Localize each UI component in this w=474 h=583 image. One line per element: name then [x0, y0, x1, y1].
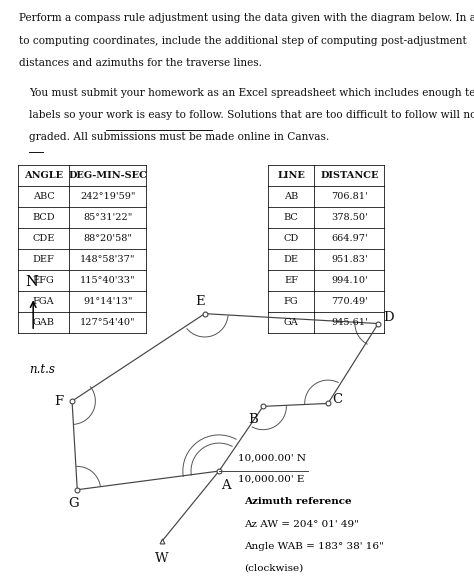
Text: Angle WAB = 183° 38' 16": Angle WAB = 183° 38' 16" [244, 542, 384, 551]
Text: E: E [195, 296, 205, 308]
Text: Perform a compass rule adjustment using the data given with the diagram below. I: Perform a compass rule adjustment using … [19, 13, 474, 23]
Text: FG: FG [284, 297, 298, 306]
Text: 127°54'40": 127°54'40" [80, 318, 136, 327]
Text: Az AW = 204° 01' 49": Az AW = 204° 01' 49" [244, 520, 359, 529]
Text: 148°58'37": 148°58'37" [80, 255, 136, 264]
Text: W: W [155, 552, 169, 565]
Text: 242°19'59": 242°19'59" [80, 192, 136, 201]
Text: EFG: EFG [33, 276, 55, 285]
Text: ANGLE: ANGLE [24, 171, 63, 180]
Text: ABC: ABC [33, 192, 55, 201]
Text: graded. All submissions must be made online in Canvas.: graded. All submissions must be made onl… [29, 132, 329, 142]
Text: 10,000.00' N: 10,000.00' N [238, 454, 306, 463]
Text: 770.49': 770.49' [331, 297, 368, 306]
Text: 664.97': 664.97' [331, 234, 368, 243]
Text: F: F [54, 395, 64, 408]
Text: 994.10': 994.10' [331, 276, 368, 285]
Text: 10,000.00' E: 10,000.00' E [238, 475, 304, 484]
Text: CD: CD [283, 234, 299, 243]
Text: 85°31'22": 85°31'22" [83, 213, 133, 222]
Text: D: D [383, 311, 394, 324]
Text: C: C [332, 394, 343, 406]
Text: labels so your work is easy to follow. Solutions that are too difficult to follo: labels so your work is easy to follow. S… [29, 110, 474, 120]
Text: LINE: LINE [277, 171, 305, 180]
Text: You must submit your homework as an Excel spreadsheet which includes enough text: You must submit your homework as an Exce… [29, 88, 474, 98]
Text: 951.83': 951.83' [331, 255, 368, 264]
Text: GA: GA [283, 318, 299, 327]
Text: A: A [221, 479, 231, 491]
Text: N: N [25, 275, 38, 289]
Text: DE: DE [283, 255, 299, 264]
Text: DEF: DEF [33, 255, 55, 264]
Text: 378.50': 378.50' [331, 213, 368, 222]
Text: 706.81': 706.81' [331, 192, 368, 201]
Text: B: B [249, 413, 258, 426]
Text: EF: EF [284, 276, 298, 285]
Text: G: G [68, 497, 79, 510]
Text: distances and azimuths for the traverse lines.: distances and azimuths for the traverse … [19, 58, 262, 68]
Text: to computing coordinates, include the additional step of computing post-adjustme: to computing coordinates, include the ad… [19, 36, 467, 45]
Text: GAB: GAB [33, 318, 55, 327]
Text: 115°40'33": 115°40'33" [80, 276, 136, 285]
Text: 945.61': 945.61' [331, 318, 368, 327]
Text: 91°14'13": 91°14'13" [83, 297, 133, 306]
Text: 88°20'58": 88°20'58" [83, 234, 132, 243]
Text: DISTANCE: DISTANCE [320, 171, 379, 180]
Text: n.t.s: n.t.s [29, 363, 55, 376]
Text: BCD: BCD [32, 213, 55, 222]
Text: DEG-MIN-SEC: DEG-MIN-SEC [68, 171, 147, 180]
Text: (clockwise): (clockwise) [244, 563, 303, 572]
Text: FGA: FGA [33, 297, 55, 306]
Text: BC: BC [283, 213, 299, 222]
Text: AB: AB [284, 192, 298, 201]
Text: CDE: CDE [32, 234, 55, 243]
Text: Azimuth reference: Azimuth reference [244, 497, 352, 505]
